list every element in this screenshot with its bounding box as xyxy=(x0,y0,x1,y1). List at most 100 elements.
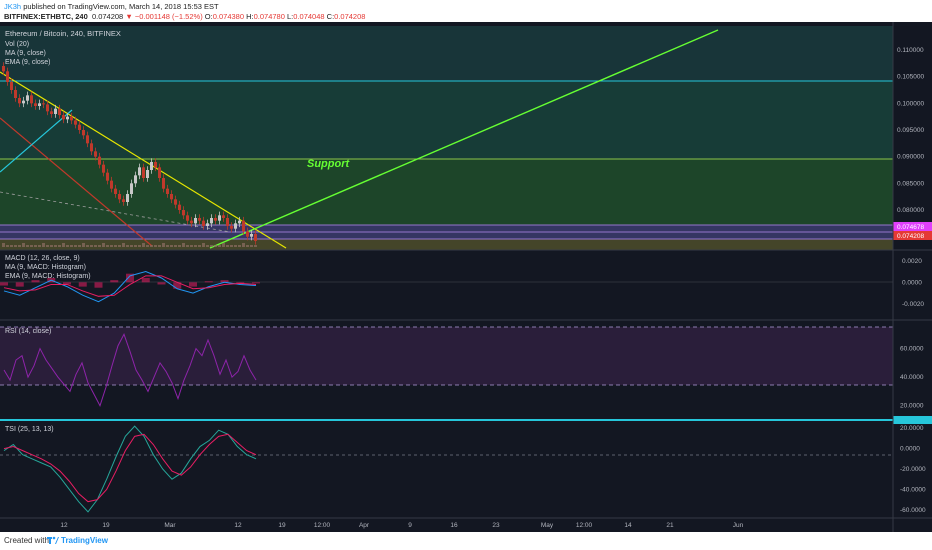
macd-hist-bar xyxy=(204,281,213,283)
time-tick-label: Mar xyxy=(164,522,176,529)
candle-body xyxy=(42,103,45,105)
ma-indicator-label[interactable]: MA (9, close) xyxy=(5,50,46,57)
price-y-axis[interactable]: 0.110000 0.105000 0.100000 0.095000 0.090000… xyxy=(897,47,924,214)
volume-bar xyxy=(38,245,41,247)
time-tick-label: 16 xyxy=(450,522,458,529)
macd-hist-bar xyxy=(173,282,182,289)
tsi-label[interactable]: TSI (25, 13, 13) xyxy=(5,426,54,433)
cyan-trendline[interactable] xyxy=(0,109,73,173)
volume-bar xyxy=(182,243,185,247)
rsi-y-axis[interactable]: 60.0000 40.0000 20.0000 xyxy=(900,346,924,410)
tsi-pane[interactable]: TSI (25, 13, 13) 20.0000 0.0000 -20.0000 -4… xyxy=(0,425,926,514)
time-tick-label: 23 xyxy=(492,522,500,529)
publish-text: published on TradingView.com, March 14, … xyxy=(21,2,219,11)
volume-bar xyxy=(142,243,145,247)
volume-bar xyxy=(78,245,81,247)
volume-bar xyxy=(210,245,213,247)
price-pane[interactable]: Support Ethereum / Bitcoin, 240, BITFINE… xyxy=(0,26,932,250)
volume-bar xyxy=(254,245,257,247)
candle-body xyxy=(246,231,249,237)
macd-tick-label: -0.0020 xyxy=(902,301,924,308)
volume-bar xyxy=(42,243,45,247)
macd-hist-bar xyxy=(63,282,71,285)
macd-pane[interactable]: MACD (12, 26, close, 9) MA (9, MACD: His… xyxy=(0,255,924,308)
chart-canvas[interactable]: Support Ethereum / Bitcoin, 240, BITFINE… xyxy=(0,22,932,532)
candle-body xyxy=(34,103,37,106)
tsi-tick-label: -40.0000 xyxy=(900,486,926,493)
candles xyxy=(2,62,257,245)
tradingview-link[interactable]: TradingView xyxy=(61,536,108,545)
candle-body xyxy=(234,223,237,229)
volume-bar xyxy=(174,245,177,247)
publish-line: JK3h published on TradingView.com, March… xyxy=(4,2,219,11)
candle-body xyxy=(58,108,61,116)
volume-bar xyxy=(106,245,109,247)
volume-bar xyxy=(70,245,73,247)
candle-body xyxy=(126,194,129,202)
volume-bar xyxy=(34,245,37,247)
candle-body xyxy=(18,98,21,104)
macd-ma-label[interactable]: MA (9, MACD: Histogram) xyxy=(5,264,86,271)
upper-zone xyxy=(0,26,893,81)
time-axis[interactable]: 12 19 Mar 12 19 12:00 Apr 9 16 23 May 12:00 14 21 Jun xyxy=(60,522,743,529)
candle-body xyxy=(90,143,93,152)
candle-body xyxy=(250,234,253,237)
macd-y-axis[interactable]: 0.0020 0.0000 -0.0020 xyxy=(902,258,924,308)
candle-body xyxy=(54,108,57,114)
price-tag-2: 0.074208 xyxy=(897,233,924,240)
rsi-label[interactable]: RSI (14, close) xyxy=(5,328,51,335)
time-tick-label: 19 xyxy=(278,522,286,529)
candle-body xyxy=(134,175,137,184)
candle-body xyxy=(114,188,117,194)
volume-bar xyxy=(114,245,117,247)
time-tick-label: 21 xyxy=(666,522,674,529)
rsi-line xyxy=(3,333,257,407)
candle-body xyxy=(118,194,121,200)
candle-body xyxy=(166,188,169,194)
ema-indicator-label[interactable]: EMA (9, close) xyxy=(5,59,51,66)
price-tick-label: 0.100000 xyxy=(897,100,924,107)
candle-body xyxy=(30,95,33,104)
volume-bar xyxy=(26,245,29,247)
candle-body xyxy=(174,199,177,205)
candle-body xyxy=(154,162,157,168)
candle-body xyxy=(214,218,217,221)
volume-bar xyxy=(218,245,221,247)
macd-hist-bar xyxy=(157,282,166,285)
macd-label[interactable]: MACD (12, 26, close, 9) xyxy=(5,255,80,262)
candle-body xyxy=(50,111,53,114)
macd-ema-label[interactable]: EMA (9, MACD: Histogram) xyxy=(5,273,91,280)
candle-body xyxy=(66,116,69,120)
candle-body xyxy=(102,164,105,173)
volume-bar xyxy=(234,245,237,247)
tsi-y-axis[interactable]: 20.0000 0.0000 -20.0000 -40.0000 -60.0000 xyxy=(900,425,926,514)
volume-bar xyxy=(146,245,149,247)
created-with-text: Created with xyxy=(4,536,49,545)
ohlc-low: 0.074048 xyxy=(293,12,325,21)
candle-body xyxy=(170,194,173,200)
time-tick-label: 14 xyxy=(624,522,632,529)
cyan-axis-tag xyxy=(893,416,932,424)
time-tick-label: 9 xyxy=(408,522,412,529)
rsi-pane[interactable]: RSI (14, close) 60.0000 40.0000 20.0000 xyxy=(0,326,924,410)
candle-body xyxy=(142,167,145,178)
author-link[interactable]: JK3h xyxy=(4,2,22,11)
time-tick-label: 19 xyxy=(102,522,110,529)
price-tick-label: 0.090000 xyxy=(897,154,924,161)
volume-bar xyxy=(242,243,245,247)
red-trendline[interactable] xyxy=(0,117,153,247)
candle-body xyxy=(78,124,81,130)
green-trendline[interactable] xyxy=(209,29,719,249)
candle-body xyxy=(110,180,113,189)
chart-area[interactable]: Support Ethereum / Bitcoin, 240, BITFINE… xyxy=(0,22,932,532)
time-tick-label: 12:00 xyxy=(314,522,331,529)
candle-body xyxy=(94,151,97,157)
candle-body xyxy=(158,167,161,178)
volume-bar xyxy=(22,243,25,247)
volume-bar xyxy=(206,245,209,247)
volume-bar xyxy=(2,243,5,247)
down-arrow-icon: ▼ xyxy=(125,12,133,21)
volume-bar xyxy=(190,245,193,247)
candle-body xyxy=(106,172,109,181)
vol-indicator-label[interactable]: Vol (20) xyxy=(5,41,29,48)
